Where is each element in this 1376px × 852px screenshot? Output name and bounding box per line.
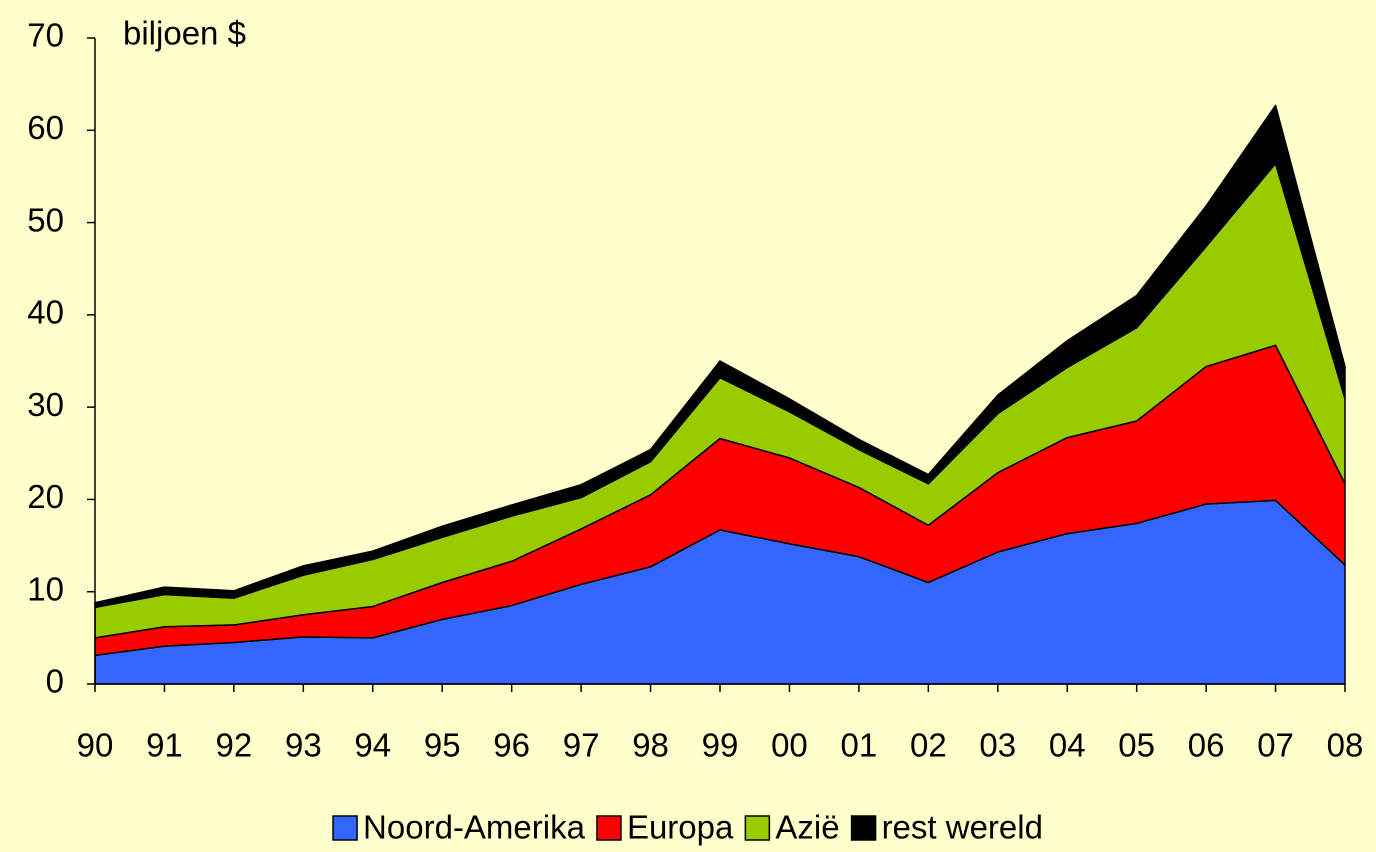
legend-label: Azië bbox=[775, 809, 839, 846]
x-tick-label: 99 bbox=[702, 727, 739, 764]
x-tick-label: 97 bbox=[563, 727, 600, 764]
unit-annotation: biljoen $ bbox=[123, 15, 246, 52]
legend-swatch bbox=[744, 815, 771, 841]
x-tick-label: 07 bbox=[1257, 727, 1294, 764]
x-tick-label: 08 bbox=[1327, 727, 1364, 764]
y-tick-label: 20 bbox=[27, 478, 64, 515]
x-tick-label: 91 bbox=[146, 727, 183, 764]
legend-label: Noord-Amerika bbox=[363, 809, 586, 846]
x-tick-label: 02 bbox=[910, 727, 947, 764]
x-tick-label: 90 bbox=[77, 727, 114, 764]
x-tick-label: 06 bbox=[1188, 727, 1225, 764]
x-tick-label: 05 bbox=[1118, 727, 1155, 764]
legend-swatch bbox=[332, 815, 358, 841]
x-tick-label: 01 bbox=[841, 727, 878, 764]
x-tick-label: 93 bbox=[285, 727, 322, 764]
x-tick-label: 98 bbox=[632, 727, 669, 764]
legend-label: rest wereld bbox=[882, 809, 1043, 846]
y-tick-label: 70 bbox=[27, 17, 64, 54]
y-tick-label: 50 bbox=[27, 201, 64, 238]
y-tick-label: 60 bbox=[27, 109, 64, 146]
x-tick-label: 00 bbox=[771, 727, 808, 764]
legend: Noord-Amerika Europa Azië rest wereld bbox=[332, 809, 1043, 846]
area bbox=[94, 104, 1346, 609]
x-tick-label: 96 bbox=[493, 727, 530, 764]
legend-label: Europa bbox=[627, 809, 734, 846]
x-tick-label: 95 bbox=[424, 727, 461, 764]
x-tick-label: 04 bbox=[1049, 727, 1086, 764]
x-tick-label: 03 bbox=[979, 727, 1016, 764]
x-tick-label: 94 bbox=[354, 727, 391, 764]
y-tick-label: 30 bbox=[27, 386, 64, 423]
x-tick-label: 92 bbox=[216, 727, 253, 764]
legend-swatch bbox=[596, 815, 622, 841]
y-tick-label: 10 bbox=[27, 570, 64, 607]
y-tick-label: 40 bbox=[27, 294, 64, 331]
legend-swatch bbox=[850, 815, 877, 841]
y-tick-label: 0 bbox=[46, 663, 64, 700]
